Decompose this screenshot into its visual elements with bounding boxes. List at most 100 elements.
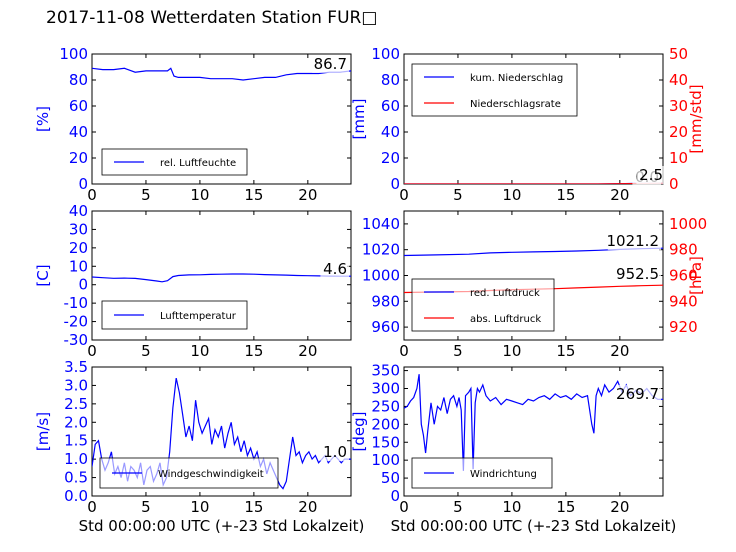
y-tick-label: 50 [381, 469, 400, 487]
y2-tick-label: 980 [669, 241, 698, 259]
y-tick-label: 960 [371, 318, 400, 336]
y-tick-label: 3.0 [64, 376, 88, 394]
x-tick-label: 5 [141, 342, 151, 360]
series-line-0 [92, 67, 351, 81]
current-value: 1.0 [323, 443, 347, 461]
x-tick-label: 0 [399, 498, 409, 516]
y-tick-label: -30 [64, 331, 89, 349]
plot-frame [91, 210, 352, 341]
y2-tick-label: 10 [669, 149, 688, 167]
x-tick-label: 15 [556, 186, 575, 204]
legend: kum. Niederschlag Niederschlagsrate [411, 63, 578, 117]
y-tick-label: 1000 [362, 267, 400, 285]
y-tick-label: 40 [69, 123, 88, 141]
x-tick-label: 10 [502, 342, 521, 360]
y-axis-label: [%] [34, 106, 52, 132]
y2-tick-label: 20 [669, 123, 688, 141]
current-value: 86.7 [314, 55, 347, 73]
y-tick-label: -10 [64, 294, 89, 312]
y-tick-label: 40 [69, 202, 88, 220]
x-tick-label: 0 [87, 186, 97, 204]
legend-box [411, 63, 578, 117]
x-tick-label: 5 [453, 342, 463, 360]
x-tick-label: 20 [298, 342, 317, 360]
y-axis-label: [deg] [350, 412, 368, 452]
legend-label: rel. Luftfeuchte [160, 158, 236, 169]
x-axis-label: Std 00:00:00 UTC (+-23 Std Lokalzeit) [79, 517, 365, 535]
x-tick-label: 5 [453, 498, 463, 516]
x-tick-label: 10 [190, 498, 209, 516]
legend-box [411, 278, 555, 332]
legend: Lufttemperatur [101, 300, 248, 330]
x-tick-label: 10 [190, 186, 209, 204]
y-tick-label: 20 [69, 149, 88, 167]
y-tick-label: 0.0 [64, 487, 88, 505]
y-tick-label: 300 [371, 380, 400, 398]
y-tick-label: 1020 [362, 241, 400, 259]
y-tick-label: 100 [371, 45, 400, 63]
legend-label: Windrichtung [470, 469, 537, 480]
series-line-0 [404, 374, 663, 471]
x-tick-label: 15 [244, 342, 263, 360]
panel-humidity: 0 5 10 15 20 0 20 40 60 80 100 [%] rel. Luftfeuchte 8… [34, 45, 352, 204]
legend: Windrichtung [411, 457, 553, 489]
x-axis-label: Std 00:00:00 UTC (+-23 Std Lokalzeit) [391, 517, 677, 535]
legend-label: Niederschlagsrate [470, 99, 561, 110]
current-value: 269.7 [616, 385, 659, 403]
x-tick-label: 20 [298, 498, 317, 516]
current-value-bg [616, 385, 661, 403]
series-line-1 [404, 182, 663, 184]
legend: rel. Luftfeuchte [101, 148, 248, 176]
y-axis-label: [mm] [350, 99, 368, 140]
y-tick-label: 250 [371, 397, 400, 415]
x-tick-label: 10 [502, 498, 521, 516]
y2-axis-label: [mm/std] [687, 84, 705, 153]
current-value-bg [312, 54, 349, 73]
x-tick-label: 0 [87, 498, 97, 516]
legend-label: Windgeschwindigkeit [158, 469, 264, 480]
x-tick-label: 20 [610, 186, 629, 204]
y-tick-label: 2.5 [64, 395, 88, 413]
current-value-bg [607, 232, 661, 251]
page-title: 2017-11-08 Wetterdaten Station FUR□ [46, 8, 378, 28]
y-tick-label: 2.0 [64, 413, 88, 431]
x-tick-label: 15 [244, 498, 263, 516]
x-tick-label: 5 [453, 186, 463, 204]
x-tick-label: 15 [556, 342, 575, 360]
legend-label: Lufttemperatur [160, 311, 237, 322]
plot-frame [403, 366, 664, 497]
x-tick-label: 20 [610, 342, 629, 360]
panel-temperature: 0 5 10 15 20-30-20-10010203040[C]Lufttempera… [34, 202, 352, 360]
y-tick-label: 20 [69, 239, 88, 257]
y2-tick-label: 1000 [669, 215, 707, 233]
x-tick-label: 20 [610, 498, 629, 516]
y-tick-label: 1040 [362, 215, 400, 233]
legend: red. Luftdruck abs. Luftdruck [411, 278, 555, 332]
legend-label: abs. Luftdruck [470, 314, 541, 325]
y-tick-label: 0 [78, 175, 88, 193]
y-tick-label: 40 [381, 123, 400, 141]
current-value-2-bg [616, 265, 661, 284]
plot-frame [91, 366, 352, 497]
x-tick-label: 10 [190, 342, 209, 360]
y-tick-label: 150 [371, 433, 400, 451]
y2-tick-label: 30 [669, 97, 688, 115]
x-tick-label: 0 [399, 186, 409, 204]
legend-label: red. Luftdruck [470, 288, 540, 299]
x-tick-label: 5 [141, 498, 151, 516]
y-tick-label: 80 [381, 71, 400, 89]
y-tick-label: 20 [381, 149, 400, 167]
current-value-2-bg [636, 166, 665, 184]
current-value: 4.6 [323, 260, 347, 278]
y-tick-label: -20 [64, 313, 89, 331]
current-value-bg [320, 443, 349, 462]
y-tick-label: 30 [69, 220, 88, 238]
series-line-0 [92, 273, 351, 283]
y-tick-label: 1.0 [64, 450, 88, 468]
y-tick-label: 200 [371, 415, 400, 433]
x-tick-label: 20 [298, 186, 317, 204]
x-tick-label: 15 [244, 186, 263, 204]
y-tick-label: 0 [390, 175, 400, 193]
current-value-2: 952.5 [616, 265, 659, 283]
